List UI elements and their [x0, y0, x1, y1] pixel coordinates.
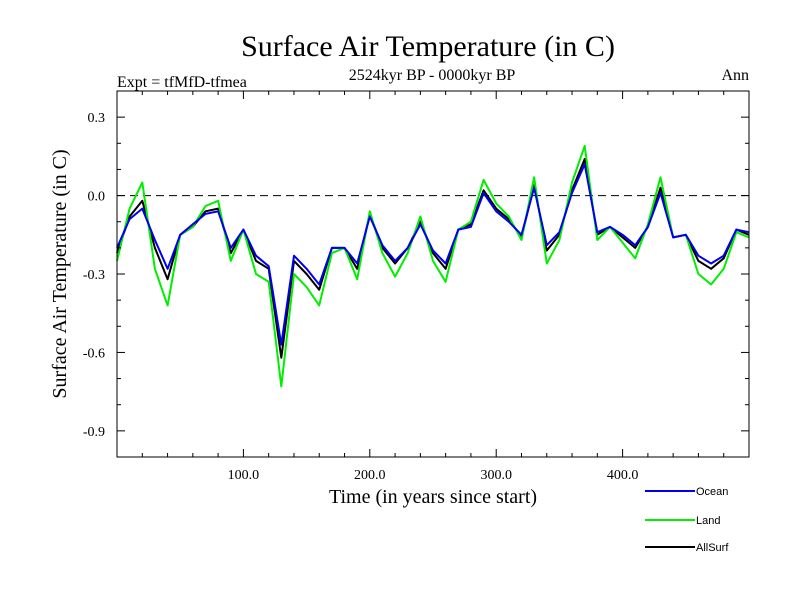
chart-subtitle: 2524kyr BP - 0000kyr BP	[349, 67, 516, 84]
legend-label-allsurf: AllSurf	[696, 542, 729, 554]
experiment-label: Expt = tfMfD-tfmea	[117, 74, 247, 91]
y-axis: 0.3 0.0 -0.3 -0.6 -0.9	[83, 111, 749, 440]
legend-label-ocean: Ocean	[696, 486, 728, 498]
y-tick-label: -0.6	[83, 346, 105, 361]
legend-label-land: Land	[696, 515, 720, 527]
x-axis: 100.0 200.0 300.0 400.0	[141, 91, 725, 483]
y-tick-label: 0.3	[88, 111, 106, 126]
x-tick-label: 300.0	[480, 468, 512, 483]
legend: Ocean Land AllSurf	[645, 486, 729, 554]
y-tick-label: -0.9	[83, 425, 105, 440]
x-tick-label: 200.0	[354, 468, 386, 483]
y-axis-label: Surface Air Temperature (in C)	[49, 149, 71, 398]
series-line-ocean	[116, 163, 750, 346]
plot-frame	[116, 90, 750, 458]
chart-title: Surface Air Temperature (in C)	[241, 30, 615, 63]
season-label: Ann	[721, 67, 749, 84]
x-tick-label: 100.0	[228, 468, 260, 483]
x-tick-label: 400.0	[607, 468, 639, 483]
y-tick-label: -0.3	[83, 268, 105, 283]
plot-area	[116, 144, 750, 388]
x-axis-label: Time (in years since start)	[329, 486, 537, 508]
y-tick-label: 0.0	[88, 190, 106, 205]
series-line-land	[116, 144, 750, 388]
